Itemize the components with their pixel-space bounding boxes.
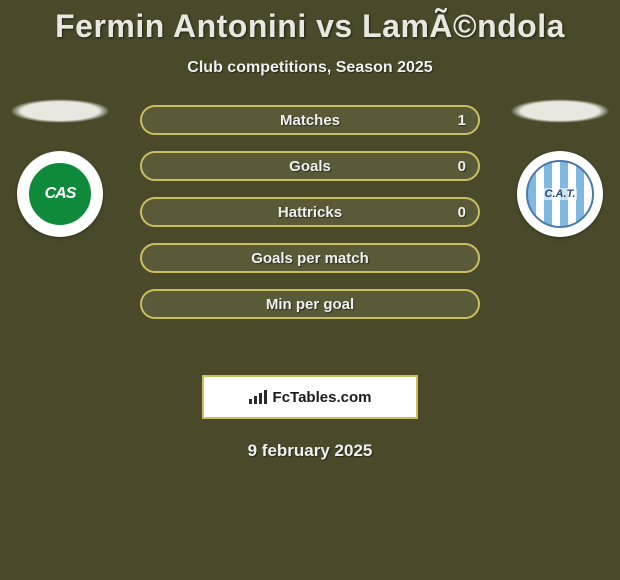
stat-row-goals-per-match: Goals per match bbox=[140, 243, 480, 273]
stat-row-goals: Goals 0 bbox=[140, 151, 480, 181]
comparison-infographic: Fermin Antonini vs LamÃ©ndola Club compe… bbox=[0, 0, 620, 461]
stat-row-matches: Matches 1 bbox=[140, 105, 480, 135]
club-right: C.A.T. bbox=[510, 99, 610, 237]
date-text: 9 february 2025 bbox=[0, 441, 620, 461]
stat-label: Goals bbox=[289, 158, 331, 175]
watermark-text: FcTables.com bbox=[273, 389, 372, 406]
watermark: FcTables.com bbox=[202, 375, 418, 419]
club-badge-right: C.A.T. bbox=[517, 151, 603, 237]
page-title: Fermin Antonini vs LamÃ©ndola bbox=[0, 8, 620, 45]
club-badge-left-inner: CAS bbox=[26, 160, 94, 228]
bar-chart-icon bbox=[249, 390, 267, 404]
stat-label: Hattricks bbox=[278, 204, 342, 221]
club-badge-right-inner: C.A.T. bbox=[526, 160, 594, 228]
club-badge-right-text: C.A.T. bbox=[543, 188, 578, 200]
stat-row-min-per-goal: Min per goal bbox=[140, 289, 480, 319]
stat-label: Matches bbox=[280, 112, 340, 129]
stat-label: Goals per match bbox=[251, 250, 369, 267]
subtitle: Club competitions, Season 2025 bbox=[0, 59, 620, 77]
main-area: CAS C.A.T. Matches 1 Goals 0 bbox=[0, 117, 620, 357]
stat-right-value: 0 bbox=[458, 204, 466, 221]
player-silhouette-left bbox=[10, 99, 110, 123]
club-left: CAS bbox=[10, 99, 110, 237]
stat-label: Min per goal bbox=[266, 296, 354, 313]
stat-right-value: 0 bbox=[458, 158, 466, 175]
stat-row-hattricks: Hattricks 0 bbox=[140, 197, 480, 227]
stat-right-value: 1 bbox=[458, 112, 466, 129]
club-badge-left: CAS bbox=[17, 151, 103, 237]
stats-column: Matches 1 Goals 0 Hattricks 0 Goals per … bbox=[140, 105, 480, 319]
player-silhouette-right bbox=[510, 99, 610, 123]
